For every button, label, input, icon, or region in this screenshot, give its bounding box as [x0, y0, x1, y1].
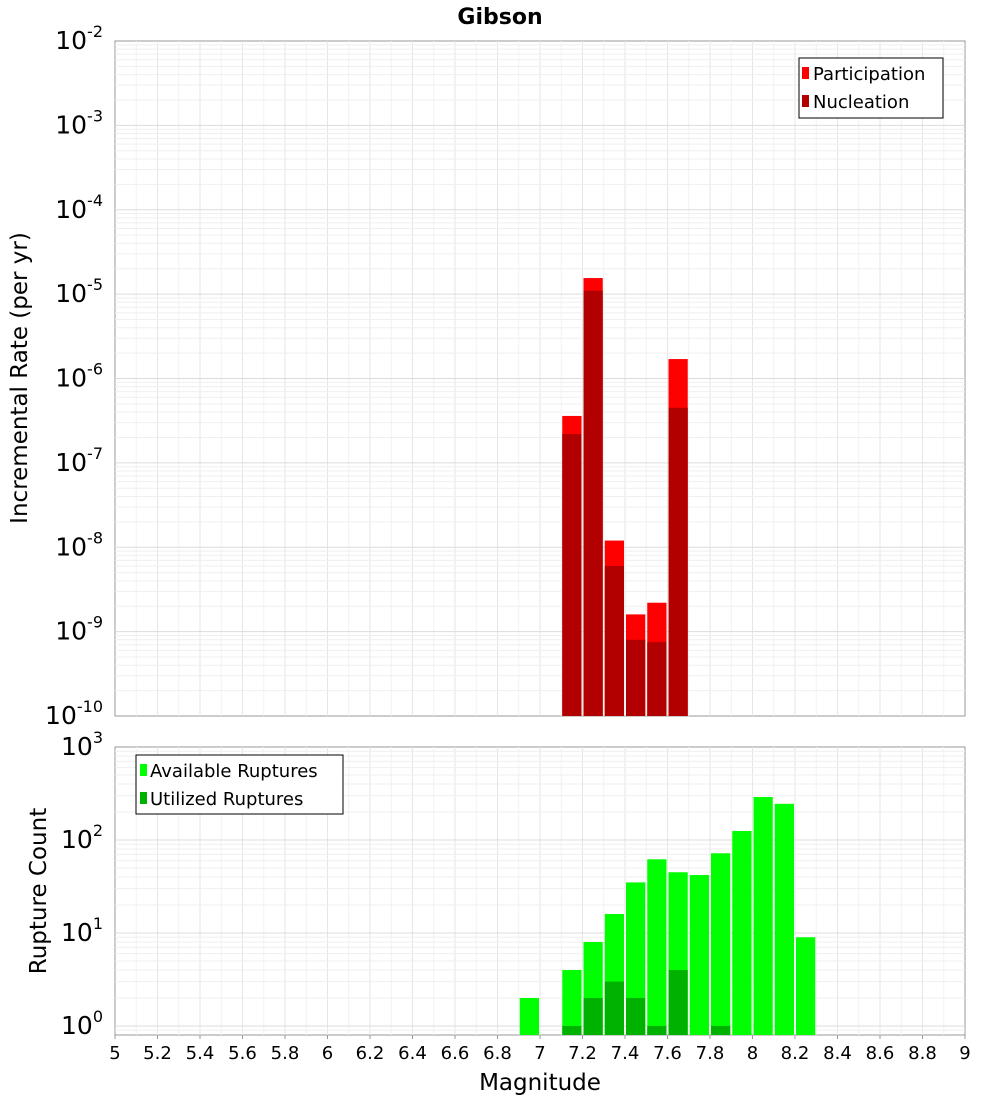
- bar-available-ruptures: [753, 796, 773, 1035]
- x-tick-label: 8.6: [866, 1043, 895, 1064]
- bar-available-ruptures: [732, 830, 752, 1035]
- x-tick-label: 8.2: [781, 1043, 810, 1064]
- bottom-bars: [519, 796, 816, 1035]
- bottom-y-axis-label: Rupture Count: [26, 808, 52, 974]
- bar-available-ruptures: [774, 803, 794, 1035]
- bar-utilized-ruptures: [626, 997, 646, 1035]
- x-tick-label: 8.4: [823, 1043, 852, 1064]
- y-tick-label: 10-4: [55, 191, 103, 224]
- top-plot: 10-10 10-9 10-8 10-7 10-6 10-5 10-4 10-3 10-2 In…: [7, 22, 966, 730]
- y-tick-label: 102: [61, 821, 103, 854]
- bar-utilized-ruptures: [583, 997, 603, 1035]
- bar-utilized-ruptures: [668, 969, 688, 1035]
- x-tick-label: 7: [534, 1043, 545, 1064]
- legend-swatch-utilized: [140, 792, 147, 804]
- x-tick-label: 5.6: [228, 1043, 257, 1064]
- x-tick-label: 5.2: [143, 1043, 172, 1064]
- x-tick-label: 6: [322, 1043, 333, 1064]
- x-tick-label: 7.4: [611, 1043, 640, 1064]
- bar-nucleation: [626, 639, 646, 716]
- y-tick-label: 103: [61, 728, 103, 761]
- legend-label-nucleation: Nucleation: [813, 92, 909, 113]
- x-tick-label: 5.4: [186, 1043, 215, 1064]
- legend-label-utilized: Utilized Ruptures: [150, 789, 303, 810]
- bar-nucleation: [647, 642, 667, 716]
- top-legend: Participation Nucleation: [798, 57, 944, 119]
- y-tick-label: 10-5: [55, 275, 103, 308]
- y-tick-label: 10-6: [55, 360, 103, 393]
- y-tick-label: 10-10: [45, 697, 103, 730]
- x-tick-label: 6.8: [483, 1043, 512, 1064]
- bar-utilized-ruptures: [711, 1025, 731, 1035]
- bar-available-ruptures: [562, 969, 582, 1035]
- x-tick-label: 8: [747, 1043, 758, 1064]
- x-tick-label: 7.6: [653, 1043, 682, 1064]
- bar-available-ruptures: [647, 859, 667, 1035]
- bar-utilized-ruptures: [562, 1025, 582, 1035]
- bottom-gridlines: [115, 747, 965, 1035]
- bar-utilized-ruptures: [647, 1025, 667, 1035]
- legend-swatch-nucleation: [802, 95, 809, 107]
- x-tick-label: 6.4: [398, 1043, 427, 1064]
- y-tick-label: 10-3: [55, 106, 103, 139]
- x-tick-label: 7.2: [568, 1043, 597, 1064]
- bottom-plot: 100 101 102 103 5 5.2 5.4 5.6 5.8 6 6.2 6.4 6.6 6.8 7…: [26, 728, 971, 1096]
- y-tick-label: 10-8: [55, 528, 103, 561]
- legend-swatch-participation: [802, 67, 809, 79]
- bar-available-ruptures: [796, 937, 816, 1035]
- bar-available-ruptures: [689, 875, 709, 1035]
- legend-label-available: Available Ruptures: [150, 761, 318, 782]
- chart-title: Gibson: [457, 5, 542, 30]
- top-y-axis-label: Incremental Rate (per yr): [7, 232, 33, 524]
- top-gridlines: [115, 41, 965, 716]
- bar-available-ruptures: [711, 853, 731, 1035]
- bar-nucleation: [604, 565, 624, 716]
- x-tick-label: 6.6: [441, 1043, 470, 1064]
- y-tick-label: 10-9: [55, 613, 103, 646]
- x-tick-label: 7.8: [696, 1043, 725, 1064]
- y-tick-label: 100: [61, 1007, 103, 1040]
- top-legend-box: [798, 57, 944, 119]
- x-tick-label: 5.8: [271, 1043, 300, 1064]
- x-tick-labels: 5 5.2 5.4 5.6 5.8 6 6.2 6.4 6.6 6.8 7 7.2 7.4 7.6 7.8 8…: [109, 1035, 971, 1064]
- y-tick-label: 10-7: [55, 444, 103, 477]
- bottom-legend: Available Ruptures Utilized Ruptures: [135, 754, 344, 815]
- bar-available-ruptures: [519, 997, 539, 1035]
- bottom-y-tick-labels: 100 101 102 103: [61, 728, 103, 1040]
- top-bars: [562, 278, 688, 716]
- bar-nucleation: [583, 290, 603, 716]
- x-tick-label: 5: [109, 1043, 120, 1064]
- y-tick-label: 101: [61, 914, 103, 947]
- legend-swatch-available: [140, 764, 147, 776]
- y-tick-label: 10-2: [55, 22, 103, 55]
- legend-label-participation: Participation: [813, 64, 925, 85]
- x-tick-label: 9: [959, 1043, 970, 1064]
- bar-available-ruptures: [626, 882, 646, 1035]
- bar-nucleation: [562, 433, 582, 716]
- top-y-tick-labels: 10-10 10-9 10-8 10-7 10-6 10-5 10-4 10-3 10-2: [45, 22, 103, 730]
- x-axis-label: Magnitude: [479, 1070, 601, 1096]
- bar-utilized-ruptures: [604, 981, 624, 1035]
- x-tick-label: 8.8: [908, 1043, 937, 1064]
- bottom-legend-box: [135, 754, 344, 815]
- x-tick-label: 6.2: [356, 1043, 385, 1064]
- bar-nucleation: [668, 407, 688, 716]
